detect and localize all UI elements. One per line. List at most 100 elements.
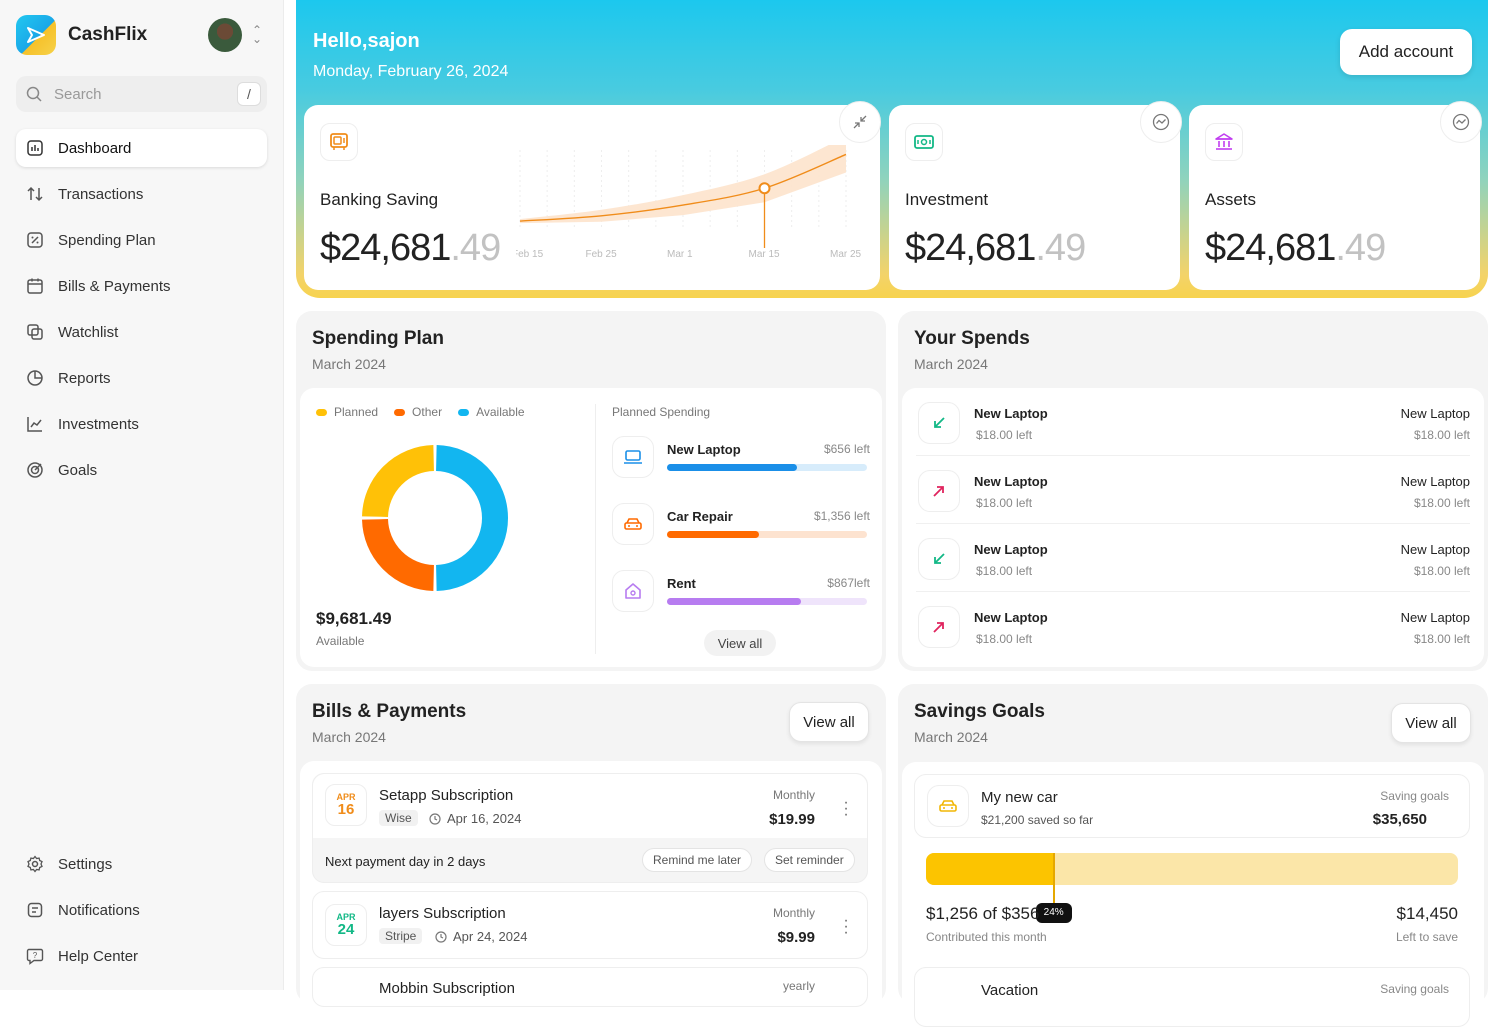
kpi-value: $24,681.49 (320, 227, 501, 270)
planned-item-laptop[interactable]: New Laptop $656 left (612, 436, 870, 486)
remind-me-later-button[interactable]: Remind me later (642, 848, 753, 872)
goal-header[interactable]: My new car $21,200 saved so far Saving g… (914, 774, 1470, 838)
spend-name: New Laptop (974, 610, 1048, 625)
panel-subtitle: March 2024 (914, 729, 988, 745)
kpi-card-banking-saving[interactable]: Banking Saving $24,681.49 Feb 15 Feb 25 Ma… (304, 101, 881, 290)
available-label: Available (316, 634, 365, 648)
collapse-icon[interactable] (839, 101, 881, 143)
bill-tag: Stripe (379, 928, 423, 944)
planned-item-progress (667, 531, 867, 538)
goal-contributed-label: Contributed this month (926, 930, 1047, 944)
avatar[interactable] (208, 18, 242, 52)
spend-right-name: New Laptop (1400, 610, 1470, 625)
trend-icon[interactable] (1140, 101, 1182, 143)
bill-item-layers[interactable]: APR 24 layers Subscription Stripe Apr 24… (312, 891, 868, 959)
set-reminder-button[interactable]: Set reminder (764, 848, 855, 872)
laptop-icon (612, 436, 654, 478)
hero-header: Hello,sajon Monday, February 26, 2024 Ad… (296, 0, 1488, 298)
chart-x-tick-label: Feb 25 (586, 249, 618, 260)
kpi-value-cents: .49 (1035, 227, 1086, 269)
more-vertical-icon[interactable]: · · · (843, 794, 849, 823)
bills-view-all-button[interactable]: View all (789, 702, 869, 742)
bill-tag: Wise (379, 810, 418, 826)
donut-legend: Planned Other Available (316, 405, 525, 419)
spend-row[interactable]: New Laptop $18.00 left New Laptop $18.00… (916, 598, 1470, 660)
panel-title: Your Spends (914, 328, 1030, 349)
chart-x-tick-label: Mar 25 (830, 249, 862, 260)
spend-row[interactable]: New Laptop $18.00 left New Laptop $18.00… (916, 462, 1470, 524)
kpi-card-investment[interactable]: Investment $24,681.49 (889, 101, 1182, 290)
bank-icon (1205, 123, 1243, 161)
goal-progress-bar: 24% (926, 853, 1458, 923)
kpi-value: $24,681.49 (905, 227, 1086, 270)
sidebar-item-settings[interactable]: Settings (16, 845, 267, 883)
savings-view-all-button[interactable]: View all (1391, 703, 1471, 743)
sidebar-item-notifications[interactable]: Notifications (16, 891, 267, 929)
search-placeholder: Search (54, 85, 102, 103)
sidebar: CashFlix ⌃ ⌄ Search / Dashboard Transacti… (0, 0, 284, 990)
your-spends-card: New Laptop $18.00 left New Laptop $18.00… (902, 388, 1484, 667)
bill-frequency: yearly (782, 979, 815, 993)
kpi-card-assets[interactable]: Assets $24,681.49 (1189, 101, 1482, 290)
sidebar-item-bills-payments[interactable]: Bills & Payments (16, 267, 267, 305)
search-box[interactable]: Search / (16, 76, 267, 112)
bills-payments-panel: Bills & Payments March 2024 View all APR… (296, 684, 886, 1021)
bill-title: Setapp Subscription (379, 787, 514, 804)
car-icon (612, 503, 654, 545)
sidebar-item-help-center[interactable]: ? Help Center (16, 937, 267, 975)
sidebar-item-reports[interactable]: Reports (16, 359, 267, 397)
trend-icon[interactable] (1440, 101, 1482, 143)
target-icon (27, 462, 43, 478)
kpi-label: Investment (905, 190, 989, 209)
view-all-button[interactable]: View all (704, 630, 776, 656)
planned-spending-heading: Planned Spending (612, 405, 711, 419)
sidebar-item-label: Settings (58, 855, 113, 873)
goal-name: My new car (981, 789, 1058, 806)
donut-slice-other (362, 518, 435, 591)
cash-icon (905, 123, 943, 161)
sidebar-item-investments[interactable]: Investments (16, 405, 267, 443)
sidebar-item-goals[interactable]: Goals (16, 451, 267, 489)
goal-header-vacation[interactable]: Vacation Saving goals (914, 967, 1470, 1027)
sidebar-item-label: Transactions (58, 185, 144, 203)
sidebar-item-watchlist[interactable]: Watchlist (16, 313, 267, 351)
sidebar-item-dashboard[interactable]: Dashboard (16, 129, 267, 167)
clock-icon (429, 813, 441, 825)
kpi-label: Assets (1205, 190, 1257, 209)
goal-progress-fill (926, 853, 1054, 885)
arrow-down-left-icon (918, 538, 960, 580)
more-vertical-icon[interactable]: · · · (843, 912, 849, 941)
bill-item-setapp[interactable]: APR 16 Setapp Subscription Wise Apr 16, … (312, 773, 868, 883)
planned-item-car-repair[interactable]: Car Repair $1,356 left (612, 503, 870, 553)
sidebar-item-spending-plan[interactable]: Spending Plan (16, 221, 267, 259)
spend-left: $18.00 left (976, 428, 1033, 442)
chart-area-band (520, 145, 846, 224)
brand[interactable]: CashFlix (16, 15, 147, 55)
calendar-icon (27, 278, 43, 294)
spend-row[interactable]: New Laptop $18.00 left New Laptop $18.00… (916, 394, 1470, 456)
spend-name: New Laptop (974, 406, 1048, 421)
goal-name: Vacation (981, 982, 1039, 999)
sidebar-item-transactions[interactable]: Transactions (16, 175, 267, 213)
spend-left: $18.00 left (976, 564, 1033, 578)
watchlist-icon (27, 324, 43, 340)
kpi-value-main: $24,681 (1205, 227, 1336, 269)
spend-row[interactable]: New Laptop $18.00 left New Laptop $18.00… (916, 530, 1470, 592)
kpi-label: Banking Saving (320, 190, 439, 209)
add-account-button[interactable]: Add account (1340, 29, 1472, 75)
sidebar-item-label: Help Center (58, 947, 139, 965)
chart-highlight-point[interactable] (758, 182, 771, 195)
planned-item-rent[interactable]: Rent $867left (612, 570, 870, 620)
bill-item-mobbin[interactable]: Mobbin Subscription yearly (312, 967, 868, 1007)
goal-left-label: Left to save (1395, 930, 1458, 944)
chart-series-line (519, 153, 847, 222)
panel-subtitle: March 2024 (312, 729, 386, 745)
chart-x-tick-label: Mar 1 (667, 249, 693, 260)
sidebar-item-label: Spending Plan (58, 231, 156, 249)
your-spends-panel: Your Spends March 2024 New Laptop $18.00… (898, 311, 1488, 671)
bill-frequency: Monthly (772, 788, 815, 802)
spend-name: New Laptop (974, 542, 1048, 557)
chevron-updown-icon[interactable]: ⌃ ⌄ (252, 23, 263, 46)
planned-item-progress (667, 598, 867, 605)
car-icon (927, 785, 969, 827)
